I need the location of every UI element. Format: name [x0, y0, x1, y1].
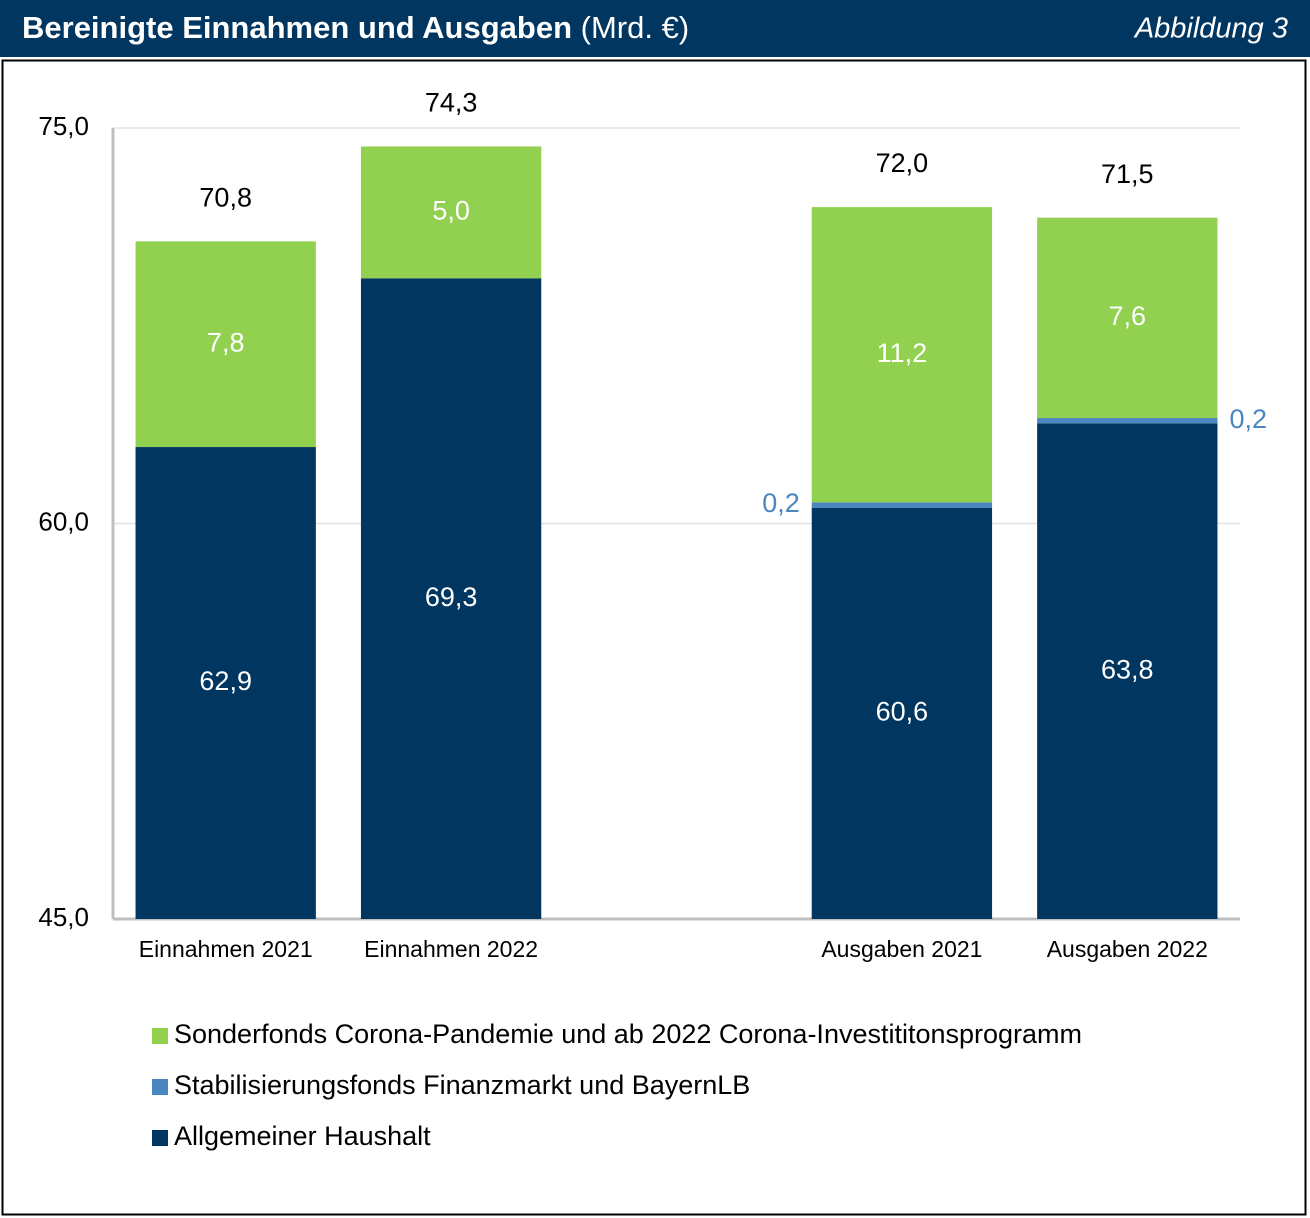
legend-swatch: [152, 1028, 168, 1044]
bar-segment: [1037, 418, 1218, 424]
y-tick-label: 60,0: [38, 506, 89, 536]
data-label: 0,2: [762, 488, 800, 518]
data-label: 11,2: [877, 338, 928, 368]
total-label: 71,5: [1101, 159, 1154, 189]
figure-label: Abbildung 3: [1133, 13, 1288, 45]
bar-segment: [811, 207, 993, 503]
bar-segment: [1037, 217, 1218, 419]
legend-label: Stabilisierungsfonds Finanzmarkt und Bay…: [174, 1070, 750, 1100]
data-label: 63,8: [1101, 654, 1154, 684]
bar-segment: [811, 507, 993, 919]
legend-label: Sonderfonds Corona-Pandemie und ab 2022 …: [174, 1019, 1082, 1049]
x-tick-label: Ausgaben 2021: [821, 936, 982, 962]
x-tick-label: Einnahmen 2021: [139, 936, 313, 962]
chart-unit: (Mrd. €): [581, 10, 690, 45]
y-tick-label: 45,0: [38, 902, 89, 932]
chart-frame: [1, 59, 1307, 1216]
total-label: 70,8: [199, 183, 252, 213]
chart-title: Bereinigte Einnahmen und Ausgaben: [22, 10, 572, 45]
bar-segment: [135, 241, 316, 448]
legend-label: Allgemeiner Haushalt: [174, 1121, 431, 1151]
bar-segment: [360, 146, 542, 279]
data-label: 0,2: [1229, 404, 1267, 434]
bar-segment: [135, 447, 316, 919]
legend-swatch: [152, 1130, 168, 1146]
bar-segment: [811, 502, 993, 508]
x-tick-label: Ausgaben 2022: [1047, 936, 1208, 962]
x-tick-label: Einnahmen 2022: [364, 936, 538, 962]
data-label: 62,9: [199, 666, 252, 696]
chart-title-line: Bereinigte Einnahmen und Ausgaben (Mrd. …: [22, 10, 689, 45]
data-label: 7,8: [207, 327, 245, 357]
y-tick-label: 75,0: [38, 111, 89, 141]
data-label: 5,0: [432, 195, 470, 225]
legend-swatch: [152, 1079, 168, 1095]
data-label: 60,6: [876, 696, 929, 726]
data-label: 7,6: [1109, 301, 1147, 331]
data-label: 69,3: [425, 582, 478, 612]
bar-segment: [360, 278, 542, 919]
total-label: 72,0: [876, 148, 929, 178]
total-label: 74,3: [425, 88, 478, 118]
bar-segment: [1037, 423, 1218, 919]
header-bar: [0, 0, 1310, 57]
